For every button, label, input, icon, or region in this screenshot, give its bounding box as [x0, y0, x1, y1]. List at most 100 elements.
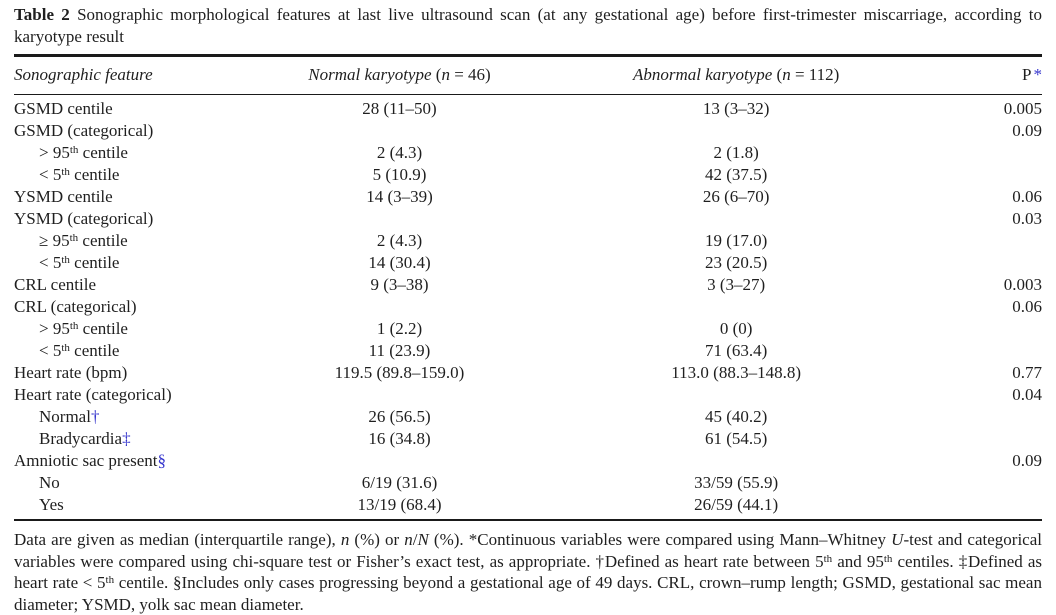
column-header-sonographic-feature: Sonographic feature	[14, 65, 153, 84]
table-row: < 5th centile 14 (30.4) 23 (20.5)	[14, 252, 1042, 274]
cell-normal-karyotype-value: 6/19 (31.6)	[361, 473, 438, 492]
sonographic-features-table: Sonographic feature Normal karyotype (n …	[14, 54, 1042, 521]
cell-abnormal-karyotype-value: 0 (0)	[719, 319, 753, 338]
cell-p-value	[939, 340, 1042, 362]
cell-p-value	[939, 494, 1042, 520]
table-row: Normal† 26 (56.5) 45 (40.2)	[14, 406, 1042, 428]
cell-abnormal-karyotype-value	[533, 384, 939, 406]
table-caption: Table 2 Sonographic morphological featur…	[14, 5, 1042, 46]
table-row: Heart rate (bpm) 119.5 (89.8–159.0) 113.0 …	[14, 362, 1042, 384]
cell-abnormal-karyotype-value: 45 (40.2)	[704, 407, 768, 426]
column-header-p-value: P *	[1022, 65, 1042, 84]
cell-p-value: 0.04	[1012, 385, 1042, 404]
cell-normal-karyotype-value: 119.5 (89.8–159.0)	[334, 363, 465, 382]
header-row: Sonographic feature Normal karyotype (n …	[14, 55, 1042, 95]
cell-p-value	[939, 230, 1042, 252]
cell-sonographic-feature: Heart rate (categorical)	[14, 385, 172, 404]
cell-abnormal-karyotype-value: 42 (37.5)	[704, 165, 768, 184]
cell-abnormal-karyotype-value: 61 (54.5)	[704, 429, 768, 448]
cell-abnormal-karyotype-value: 33/59 (55.9)	[694, 473, 779, 492]
cell-normal-karyotype-value: 13/19 (68.4)	[357, 495, 442, 514]
cell-sonographic-feature: Heart rate (bpm)	[14, 363, 128, 382]
cell-sonographic-feature: ≥ 95th centile	[39, 231, 128, 250]
table-row: GSMD centile 28 (11–50) 13 (3–32) 0.005	[14, 95, 1042, 121]
cell-normal-karyotype-value: 2 (4.3)	[376, 143, 423, 162]
table-row: Amniotic sac present§ 0.09	[14, 450, 1042, 472]
cell-normal-karyotype-value: 14 (30.4)	[368, 253, 431, 272]
cell-p-value	[939, 406, 1042, 428]
table-row: Bradycardia‡ 16 (34.8) 61 (54.5)	[14, 428, 1042, 450]
table-row: GSMD (categorical) 0.09	[14, 120, 1042, 142]
table-footnote: Data are given as median (interquartile …	[14, 530, 1042, 614]
table-row: Heart rate (categorical) 0.04	[14, 384, 1042, 406]
cell-sonographic-feature: Amniotic sac present§	[14, 451, 167, 470]
table-header: Sonographic feature Normal karyotype (n …	[14, 55, 1042, 95]
cell-normal-karyotype-value	[266, 208, 533, 230]
cell-abnormal-karyotype-value: 26/59 (44.1)	[694, 495, 779, 514]
cell-sonographic-feature: > 95th centile	[39, 319, 128, 338]
cell-normal-karyotype-value: 16 (34.8)	[368, 429, 431, 448]
cell-p-value: 0.09	[1012, 121, 1042, 140]
cell-normal-karyotype-value	[266, 120, 533, 142]
cell-abnormal-karyotype-value	[533, 208, 939, 230]
table-row: YSMD centile 14 (3–39) 26 (6–70) 0.06	[14, 186, 1042, 208]
cell-sonographic-feature: Bradycardia‡	[39, 429, 131, 448]
table-body: GSMD centile 28 (11–50) 13 (3–32) 0.005 GSMD…	[14, 95, 1042, 520]
column-header-abnormal-karyotype: Abnormal karyotype (n = 112)	[632, 65, 840, 84]
cell-normal-karyotype-value	[266, 450, 533, 472]
table-row: < 5th centile 5 (10.9) 42 (37.5)	[14, 164, 1042, 186]
cell-p-value	[939, 472, 1042, 494]
cell-sonographic-feature: GSMD centile	[14, 99, 113, 118]
cell-abnormal-karyotype-value: 26 (6–70)	[702, 187, 770, 206]
cell-normal-karyotype-value: 2 (4.3)	[376, 231, 423, 250]
cell-sonographic-feature: YSMD (categorical)	[14, 209, 154, 228]
cell-p-value	[939, 142, 1042, 164]
cell-abnormal-karyotype-value: 13 (3–32)	[702, 99, 770, 118]
cell-abnormal-karyotype-value: 19 (17.0)	[704, 231, 768, 250]
table-row: CRL centile 9 (3–38) 3 (3–27) 0.003	[14, 274, 1042, 296]
cell-normal-karyotype-value: 9 (3–38)	[370, 275, 429, 294]
cell-abnormal-karyotype-value: 23 (20.5)	[704, 253, 768, 272]
cell-p-value	[939, 318, 1042, 340]
cell-normal-karyotype-value: 26 (56.5)	[368, 407, 431, 426]
cell-sonographic-feature: YSMD centile	[14, 187, 113, 206]
cell-normal-karyotype-value	[266, 384, 533, 406]
table-row: > 95th centile 1 (2.2) 0 (0)	[14, 318, 1042, 340]
cell-p-value: 0.003	[1003, 275, 1042, 294]
table-row: Yes 13/19 (68.4) 26/59 (44.1)	[14, 494, 1042, 520]
cell-normal-karyotype-value: 14 (3–39)	[366, 187, 433, 206]
cell-p-value: 0.005	[1003, 99, 1042, 118]
table-row: No 6/19 (31.6) 33/59 (55.9)	[14, 472, 1042, 494]
cell-p-value: 0.06	[1012, 187, 1042, 206]
cell-sonographic-feature: < 5th centile	[39, 341, 120, 360]
cell-sonographic-feature: Normal†	[39, 407, 100, 426]
cell-abnormal-karyotype-value	[533, 450, 939, 472]
cell-normal-karyotype-value	[266, 296, 533, 318]
cell-normal-karyotype-value: 11 (23.9)	[368, 341, 431, 360]
cell-p-value: 0.03	[1012, 209, 1042, 228]
cell-normal-karyotype-value: 5 (10.9)	[372, 165, 427, 184]
cell-abnormal-karyotype-value	[533, 296, 939, 318]
cell-abnormal-karyotype-value: 3 (3–27)	[707, 275, 766, 294]
table-row: > 95th centile 2 (4.3) 2 (1.8)	[14, 142, 1042, 164]
cell-abnormal-karyotype-value	[533, 120, 939, 142]
cell-normal-karyotype-value: 28 (11–50)	[362, 99, 437, 118]
cell-p-value: 0.06	[1012, 297, 1042, 316]
table-row: YSMD (categorical) 0.03	[14, 208, 1042, 230]
cell-sonographic-feature: < 5th centile	[39, 165, 120, 184]
cell-abnormal-karyotype-value: 71 (63.4)	[704, 341, 768, 360]
cell-p-value	[939, 428, 1042, 450]
cell-abnormal-karyotype-value: 2 (1.8)	[713, 143, 759, 162]
cell-sonographic-feature: No	[39, 473, 60, 492]
cell-sonographic-feature: > 95th centile	[39, 143, 128, 162]
cell-p-value	[939, 252, 1042, 274]
cell-abnormal-karyotype-value: 113.0 (88.3–148.8)	[671, 363, 801, 382]
cell-sonographic-feature: CRL centile	[14, 275, 96, 294]
cell-sonographic-feature: GSMD (categorical)	[14, 121, 154, 140]
table-row: CRL (categorical) 0.06	[14, 296, 1042, 318]
table-row: < 5th centile 11 (23.9) 71 (63.4)	[14, 340, 1042, 362]
table-row: ≥ 95th centile 2 (4.3) 19 (17.0)	[14, 230, 1042, 252]
column-header-normal-karyotype: Normal karyotype (n = 46)	[308, 65, 491, 84]
cell-sonographic-feature: CRL (categorical)	[14, 297, 137, 316]
cell-sonographic-feature: < 5th centile	[39, 253, 120, 272]
